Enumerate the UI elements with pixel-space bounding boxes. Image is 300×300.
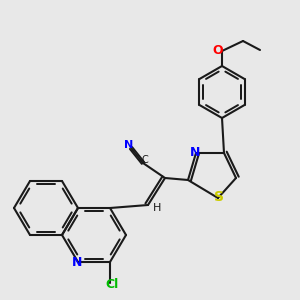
- Text: N: N: [124, 140, 134, 150]
- Text: S: S: [214, 190, 224, 204]
- Text: N: N: [72, 256, 82, 268]
- Text: H: H: [153, 203, 161, 213]
- Text: N: N: [190, 146, 200, 158]
- Text: O: O: [213, 44, 223, 56]
- Text: C: C: [142, 155, 148, 165]
- Text: Cl: Cl: [105, 278, 119, 290]
